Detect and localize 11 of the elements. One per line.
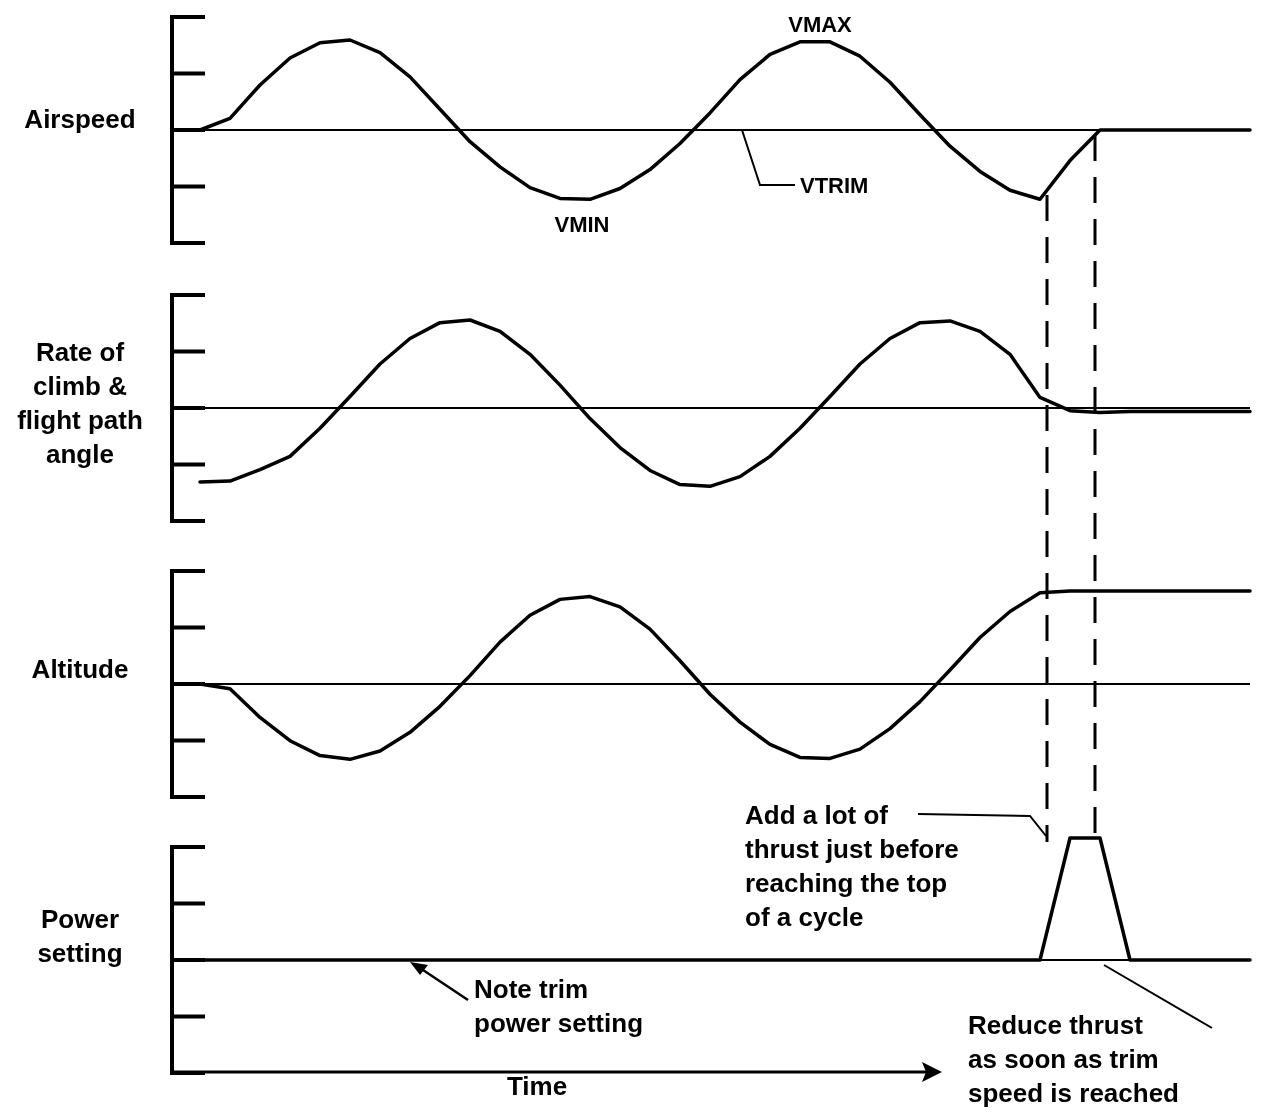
x-axis-title: Time: [506, 1071, 568, 1101]
y-axis-title: Altitude: [31, 654, 129, 684]
legend-label: Note trim power setting: [474, 974, 644, 1038]
y-axis-title: Airspeed: [24, 104, 136, 134]
y-axis-title: Power setting: [37, 904, 123, 968]
text: VMAX: [788, 12, 853, 37]
annotation: Add a lot of thrust just before reaching the top of a cycle: [745, 800, 959, 932]
ref-line-label: VTRIM: [800, 173, 869, 198]
text: Reduce thrust as soon as trim speed is reached: [968, 1010, 1179, 1108]
y-axis-title: Rate of climb & flight path angle: [17, 337, 143, 469]
text: VMIN: [554, 212, 610, 237]
